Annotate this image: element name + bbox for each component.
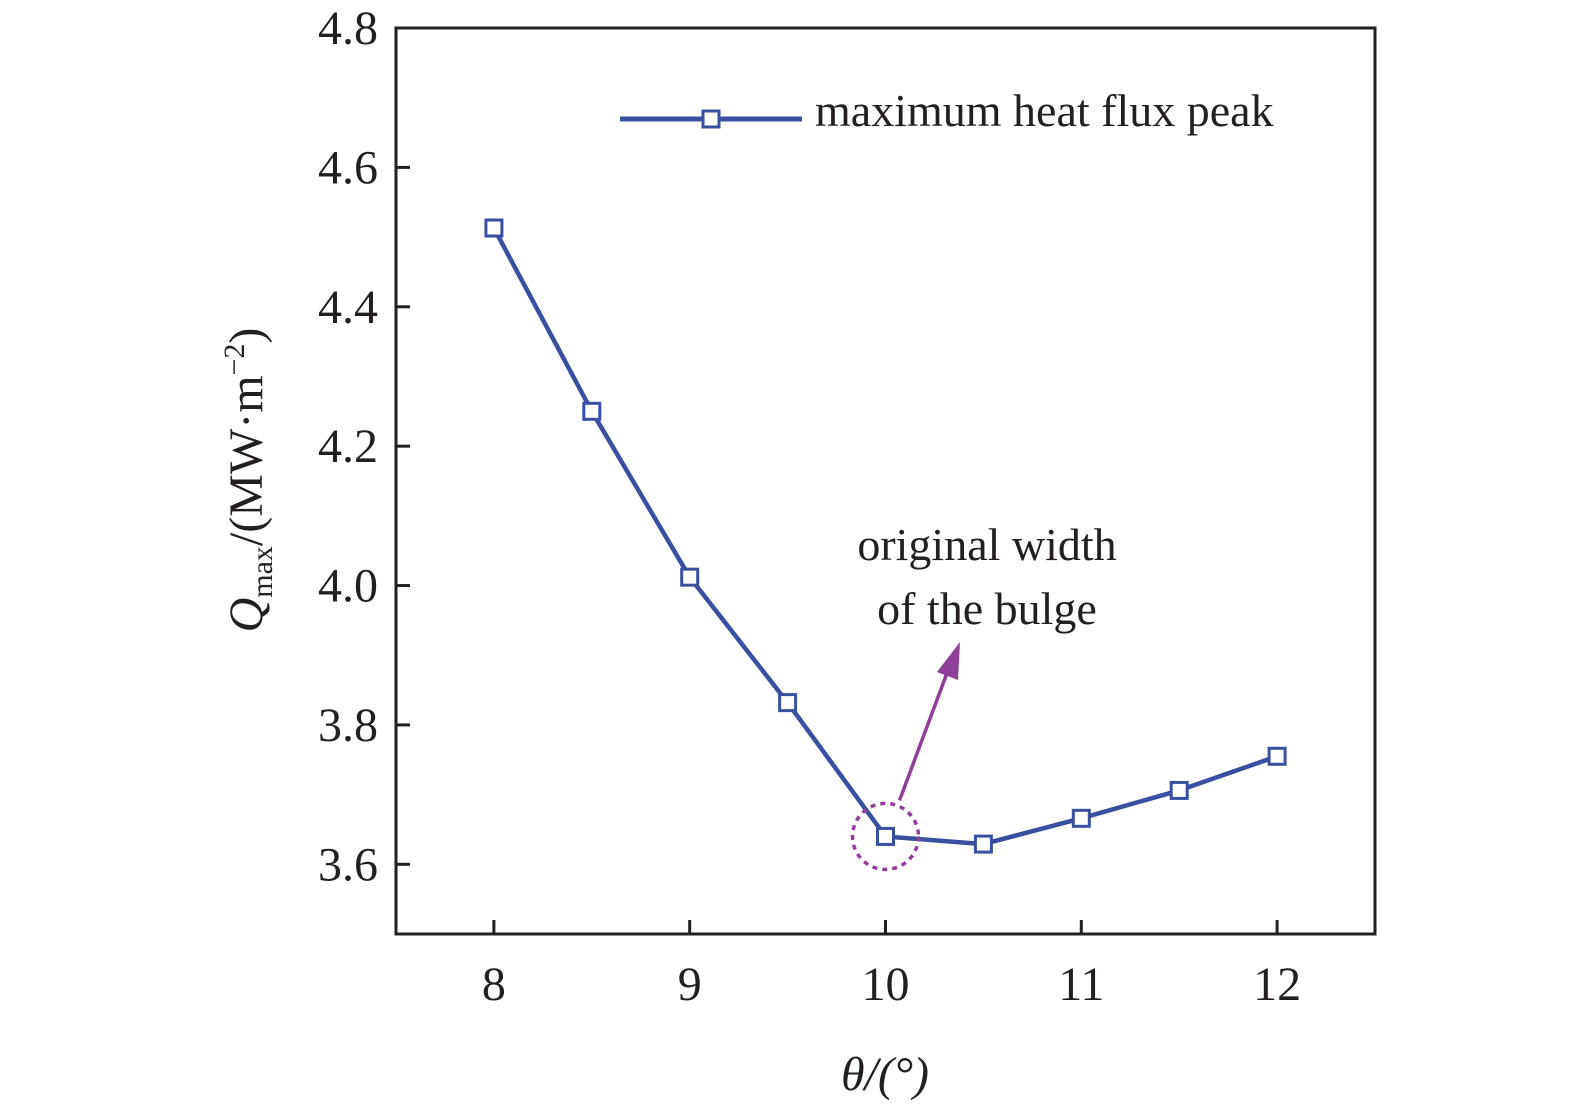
y-label-close: ) xyxy=(220,328,273,344)
axes xyxy=(394,26,1377,936)
annotation-arrow-line xyxy=(897,664,952,802)
x-tick-label: 9 xyxy=(678,958,702,1011)
annotation-circle xyxy=(850,801,921,872)
y-tick-label: 4.6 xyxy=(318,141,378,194)
svg-text:Qmax/(MW·m−2): Qmax/(MW·m−2) xyxy=(218,328,279,633)
annotation-text-line1: original width xyxy=(857,519,1116,570)
plot-frame xyxy=(394,26,1377,936)
legend: maximum heat flux peak xyxy=(620,85,1274,136)
legend-marker xyxy=(701,109,721,129)
data-point xyxy=(1071,808,1091,828)
series-layer xyxy=(484,218,1287,854)
y-tick-label: 3.6 xyxy=(318,838,378,891)
y-label-sub: max xyxy=(246,546,279,598)
y-tick-label: 4.0 xyxy=(318,560,378,613)
data-point xyxy=(582,401,602,421)
data-point xyxy=(484,218,504,238)
y-tick-label: 3.8 xyxy=(318,699,378,752)
y-label-exp: −2 xyxy=(218,344,251,376)
y-axis-label: Qmax/(MW·m−2) xyxy=(218,328,279,633)
annotation-arrow-head xyxy=(937,642,960,680)
data-point xyxy=(1267,746,1287,766)
x-tick-label: 8 xyxy=(482,958,506,1011)
annotation: original width of the bulge xyxy=(850,519,1117,872)
y-label-q: Q xyxy=(220,598,273,633)
y-tick-label: 4.2 xyxy=(318,420,378,473)
x-tick-label: 10 xyxy=(862,958,910,1011)
legend-label: maximum heat flux peak xyxy=(815,85,1274,136)
data-point xyxy=(778,693,798,713)
y-tick-label: 4.4 xyxy=(318,281,378,334)
data-point xyxy=(680,567,700,587)
data-point xyxy=(1169,780,1189,800)
x-tick-label: 11 xyxy=(1058,958,1104,1011)
annotation-text-line2: of the bulge xyxy=(877,583,1097,634)
data-point xyxy=(973,834,993,854)
y-tick-label: 4.8 xyxy=(318,2,378,55)
ticks: 8 9 10 11 12 3.6 3.8 4.0 4.2 4.4 4.6 4.8 xyxy=(318,2,1301,1011)
y-label-unit: /(MW·m xyxy=(220,375,273,546)
x-tick-label: 12 xyxy=(1253,958,1301,1011)
data-point xyxy=(876,826,895,846)
x-axis-label: θ/(°) xyxy=(841,1048,929,1101)
